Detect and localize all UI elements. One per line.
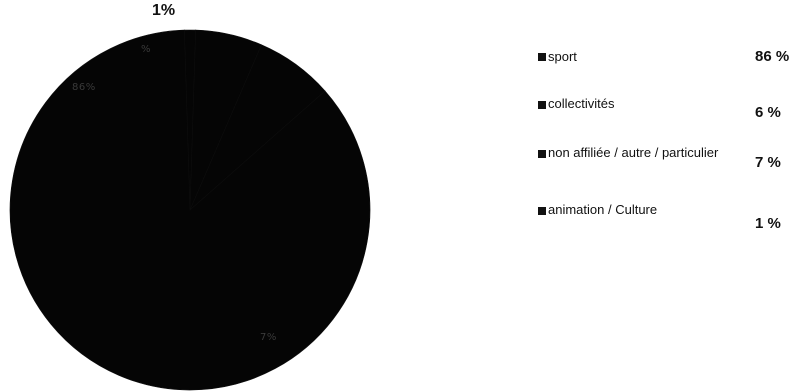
pie-slices	[9, 29, 371, 391]
slice-label-animation-culture: 1%	[152, 2, 176, 19]
legend-value: 1 %	[755, 215, 781, 232]
legend-label: sport	[548, 49, 577, 64]
legend-label: collectivités	[548, 96, 615, 111]
slice-label-inner-lower: 7%	[260, 332, 277, 343]
legend: sport 86 % collectivités 6 % non affilié…	[538, 0, 805, 392]
legend-label: animation / Culture	[548, 202, 658, 217]
slice-label-sport: 86%	[72, 82, 96, 93]
legend-swatch	[538, 207, 546, 215]
legend-swatch	[538, 150, 546, 158]
legend-value: 86 %	[755, 48, 790, 65]
legend-value: 7 %	[755, 154, 781, 171]
legend-value: 6 %	[755, 104, 781, 121]
legend-swatch	[538, 101, 546, 109]
slice-label-inner-upper: %	[141, 44, 152, 55]
legend-label: non affiliée / autre / particulier	[548, 145, 719, 160]
legend-swatch	[538, 53, 546, 61]
pie-slice-sport	[9, 29, 371, 391]
